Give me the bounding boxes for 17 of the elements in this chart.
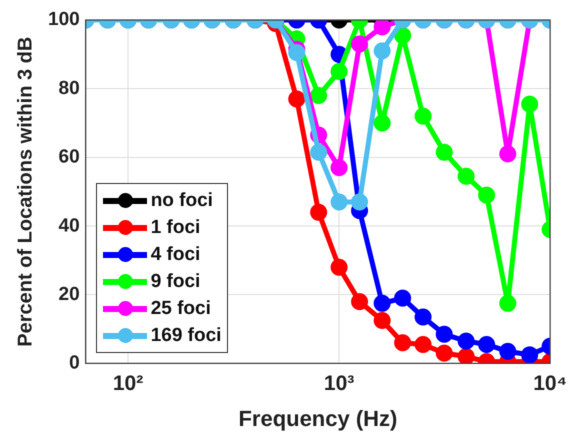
x-tick-label: 10⁴: [533, 372, 567, 395]
legend-label: 9 foci: [150, 270, 200, 293]
y-tick-label: 20: [58, 284, 80, 305]
legend-label: 169 foci: [150, 324, 222, 347]
x-axis-title: Frequency (Hz): [238, 406, 398, 431]
legend-label: 4 foci: [150, 244, 200, 266]
y-axis-title: Percent of Locations within 3 dB: [14, 36, 37, 347]
y-tick-label: 100: [48, 9, 80, 30]
y-tick-label: 0: [69, 352, 80, 374]
x-tick-label: 10²: [112, 372, 144, 395]
y-tick-label: 80: [58, 78, 80, 99]
legend-label: no foci: [150, 190, 213, 212]
x-tick-label: 10³: [324, 372, 354, 395]
legend-label: 1 foci: [150, 216, 200, 239]
y-tick-label: 40: [58, 215, 80, 236]
legend-label: 25 foci: [150, 298, 211, 320]
y-tick-label: 60: [58, 146, 80, 168]
